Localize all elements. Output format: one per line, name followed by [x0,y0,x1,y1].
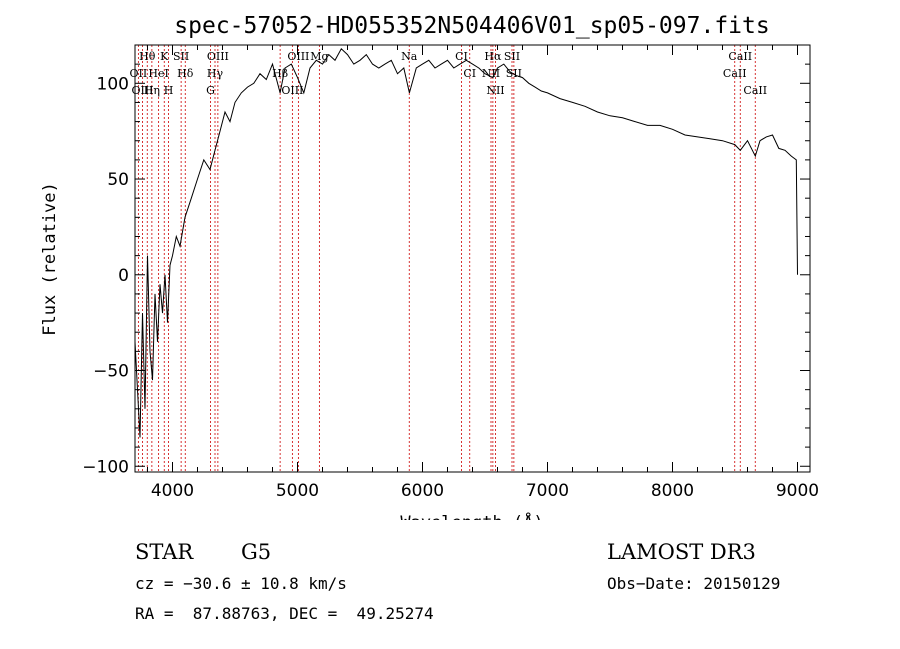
flux-series-line [134,47,798,438]
object-subclass: G5 [241,540,272,564]
line-marker-label: Hα [484,50,502,63]
line-marker-label: CaII [743,84,767,97]
line-marker-label: NII [486,84,504,97]
line-marker-label: CaII [723,67,747,80]
line-marker-label: SII [506,67,522,80]
x-axis: 4000 5000 6000 7000 8000 9000 [147,45,819,501]
x-axis-label: Wavelength (Å) [400,511,543,520]
line-marker-label: CI [463,67,476,80]
line-marker-label: Hθ [139,50,156,63]
x-tick-label: 6000 [401,481,444,501]
line-marker-label: Hη [144,84,160,97]
y-tick-label: −50 [93,362,129,382]
y-axis: −100 −50 0 50 100 [82,44,810,477]
x-tick-label: 8000 [651,481,694,501]
line-marker-label: HeI [148,67,168,80]
y-tick-label: 100 [97,74,129,94]
plot-frame [134,44,811,473]
y-tick-label: −100 [82,457,129,477]
x-tick-label: 5000 [276,481,319,501]
line-marker-label: OIII [287,50,309,63]
line-marker-label: G [206,84,215,97]
redshift-cz: cz = −30.6 ± 10.8 km/s [135,574,347,593]
line-markers [137,45,756,472]
line-marker-label: OII [130,67,148,80]
line-marker-label: Mg [310,50,328,63]
x-tick-label: 9000 [776,481,819,501]
line-marker-label: SII [173,50,189,63]
line-marker-label: OIII [207,50,229,63]
spectrum-chart: spec-57052-HD055352N504406V01_sp05-097.f… [40,13,819,520]
line-marker-label: OIII [281,84,303,97]
y-tick-label: 0 [118,266,129,286]
line-marker-label: CI [455,50,468,63]
line-marker-label: K [160,50,169,63]
coordinates: RA = 87.88763, DEC = 49.25274 [135,604,434,623]
line-marker-label: Na [401,50,418,63]
y-axis-label: Flux (relative) [40,182,60,336]
x-tick-label: 4000 [151,481,194,501]
observation-date: Obs−Date: 20150129 [607,574,781,593]
object-class: STAR [135,540,194,564]
line-marker-labels: HθOIIOIIIKHeIHηSIIHHδOIIIHγGOIIIHβOIIIMg… [130,50,768,97]
line-marker-label: H [164,84,174,97]
y-tick-label: 50 [107,170,129,190]
chart-title: spec-57052-HD055352N504406V01_sp05-097.f… [174,13,769,39]
survey-name: LAMOST DR3 [607,540,756,564]
line-marker-label: Hδ [177,67,194,80]
line-marker-label: NII [482,67,500,80]
line-marker-label: OIII [131,84,153,97]
x-tick-label: 7000 [526,481,569,501]
line-marker-label: SII [504,50,520,63]
line-marker-label: Hγ [207,67,224,80]
line-marker-label: CaII [728,50,752,63]
